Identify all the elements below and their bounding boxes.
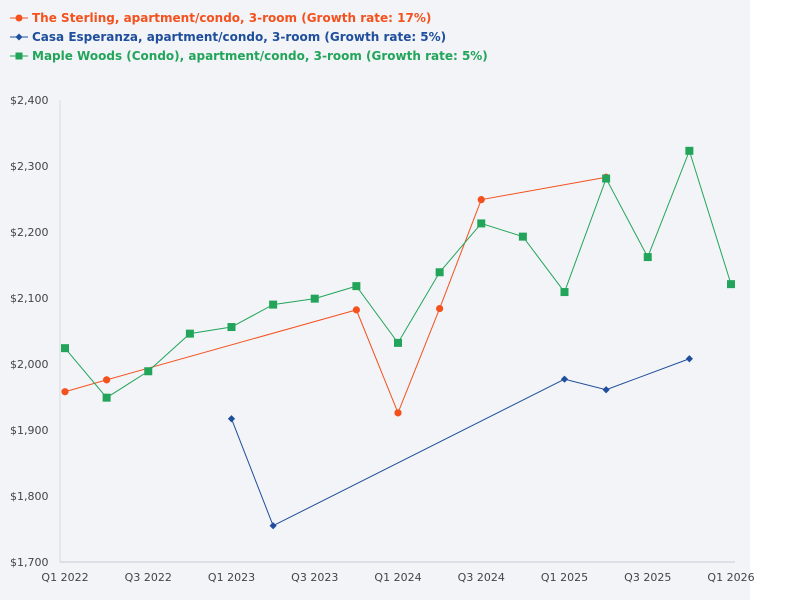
data-point[interactable] <box>685 146 694 155</box>
legend-item-casa-esperanza[interactable]: Casa Esperanza, apartment/condo, 3-room … <box>10 27 488 46</box>
data-point[interactable] <box>394 409 402 417</box>
data-point[interactable] <box>103 376 111 384</box>
y-tick-label: $1,900 <box>10 424 49 437</box>
x-tick-label: Q1 2024 <box>374 571 421 584</box>
x-tick-label: Q1 2025 <box>541 571 588 584</box>
legend-swatch-diamond-icon <box>10 33 28 40</box>
axes <box>59 100 735 563</box>
data-point[interactable] <box>269 300 278 309</box>
y-axis-ticks: $1,700 $1,800 $1,900 $2,000 $2,100 $2,200 $2,3… <box>10 94 49 569</box>
series-1 <box>227 355 693 530</box>
data-point[interactable] <box>560 288 569 297</box>
series-layer <box>61 146 735 530</box>
data-point[interactable] <box>61 388 69 396</box>
series-line <box>64 149 732 399</box>
series-2 <box>61 146 735 402</box>
data-point[interactable] <box>227 323 236 332</box>
data-point[interactable] <box>518 232 527 241</box>
data-point[interactable] <box>435 268 444 277</box>
data-point[interactable] <box>61 344 69 353</box>
legend-label-sterling: The Sterling, apartment/condo, 3-room (G… <box>32 10 432 25</box>
data-point[interactable] <box>643 253 652 262</box>
data-point[interactable] <box>269 522 277 530</box>
legend-label-casa-esperanza: Casa Esperanza, apartment/condo, 3-room … <box>32 29 447 44</box>
y-tick-label: $2,200 <box>10 226 49 239</box>
y-tick-label: $2,400 <box>10 94 49 107</box>
x-tick-label: Q3 2025 <box>624 571 671 584</box>
x-tick-label: Q1 2023 <box>208 571 255 584</box>
legend-swatch-square-icon <box>10 52 28 59</box>
x-tick-label: Q3 2023 <box>291 571 338 584</box>
legend-swatch-circle-icon <box>10 14 28 21</box>
data-point[interactable] <box>685 355 693 363</box>
y-tick-label: $1,800 <box>10 490 49 503</box>
data-point[interactable] <box>394 338 402 347</box>
data-point[interactable] <box>602 386 610 394</box>
y-tick-label: $2,300 <box>10 160 49 173</box>
data-point[interactable] <box>727 280 735 289</box>
data-point[interactable] <box>436 304 444 313</box>
data-point[interactable] <box>560 375 569 383</box>
data-point[interactable] <box>185 329 194 338</box>
x-tick-label: Q3 2022 <box>125 571 172 584</box>
series-line <box>64 176 607 415</box>
legend-label-maple-woods: Maple Woods (Condo), apartment/condo, 3-… <box>32 48 488 63</box>
data-point[interactable] <box>102 393 111 402</box>
data-point[interactable] <box>352 282 361 291</box>
y-tick-label: $1,700 <box>10 556 49 569</box>
legend-item-sterling[interactable]: The Sterling, apartment/condo, 3-room (G… <box>10 8 488 27</box>
x-axis-ticks: Q1 2022 Q3 2022 Q1 2023 Q3 2023 Q1 2024 Q3 20… <box>41 571 754 584</box>
data-point[interactable] <box>144 367 153 376</box>
chart-panel <box>0 0 750 600</box>
data-point[interactable] <box>602 174 611 183</box>
x-tick-label: Q1 2022 <box>41 571 88 584</box>
data-point[interactable] <box>477 219 486 228</box>
data-point[interactable] <box>310 294 319 303</box>
x-tick-label: Q3 2024 <box>458 571 505 584</box>
series-0 <box>61 173 610 417</box>
y-tick-label: $2,000 <box>10 358 49 371</box>
data-point[interactable] <box>477 196 485 204</box>
data-point[interactable] <box>352 306 360 314</box>
data-point[interactable] <box>227 415 236 423</box>
x-tick-label: Q1 2026 <box>707 571 754 584</box>
y-tick-label: $2,100 <box>10 292 49 305</box>
series-line <box>231 358 690 527</box>
legend: The Sterling, apartment/condo, 3-room (G… <box>10 8 488 65</box>
legend-item-maple-woods[interactable]: Maple Woods (Condo), apartment/condo, 3-… <box>10 46 488 65</box>
